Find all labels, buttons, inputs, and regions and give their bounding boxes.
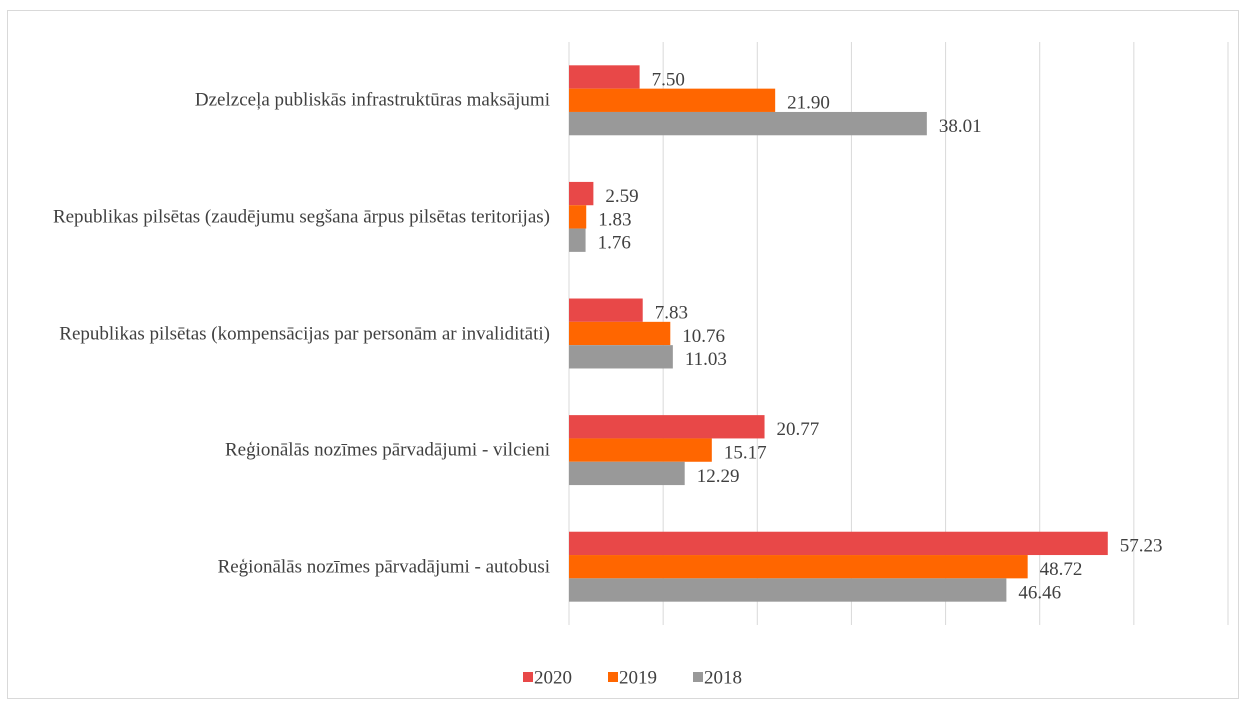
bar — [569, 65, 640, 89]
category-label: Republikas pilsētas (kompensācijas par p… — [59, 323, 550, 344]
legend-label: 2019 — [619, 667, 657, 688]
legend-label: 2018 — [704, 667, 742, 688]
bar — [569, 88, 776, 112]
bar — [569, 415, 765, 439]
value-label: 10.76 — [682, 326, 725, 347]
value-label: 48.72 — [1040, 559, 1083, 580]
bar — [569, 181, 594, 206]
value-label: 1.83 — [598, 209, 631, 230]
legend-swatch — [523, 672, 533, 682]
legend-label: 2020 — [534, 667, 572, 688]
legend-swatch — [693, 672, 703, 682]
bar — [569, 461, 685, 486]
value-label: 12.29 — [697, 466, 740, 487]
value-label: 20.77 — [777, 419, 820, 440]
value-label: 57.23 — [1120, 536, 1163, 557]
category-label: Reģionālās nozīmes pārvadājumi - vilcien… — [224, 439, 550, 461]
bar — [569, 228, 586, 252]
category-label: Republikas pilsētas (zaudējumu segšana ā… — [52, 206, 550, 228]
value-label: 7.83 — [655, 303, 688, 324]
bar — [569, 531, 1108, 556]
category-label: Dzelzceļa publiskās infrastruktūras maks… — [194, 89, 550, 111]
chart-frame — [7, 10, 1239, 699]
value-label: 15.17 — [724, 442, 767, 463]
value-label: 1.76 — [598, 233, 631, 254]
value-label: 7.50 — [652, 69, 685, 90]
category-label: Reģionālās nozīmes pārvadājumi - autobus… — [217, 556, 550, 578]
value-label: 21.90 — [787, 93, 830, 114]
legend-swatch — [608, 672, 618, 682]
bar — [569, 555, 1028, 579]
bar — [569, 578, 1007, 602]
bar — [569, 321, 671, 346]
value-label: 38.01 — [939, 116, 982, 137]
value-label: 2.59 — [605, 186, 638, 207]
bar — [569, 205, 587, 229]
bar — [569, 298, 643, 322]
value-label: 46.46 — [1018, 582, 1061, 603]
bar — [569, 438, 712, 462]
bar — [569, 111, 927, 136]
value-label: 11.03 — [685, 349, 727, 370]
bar — [569, 345, 673, 369]
